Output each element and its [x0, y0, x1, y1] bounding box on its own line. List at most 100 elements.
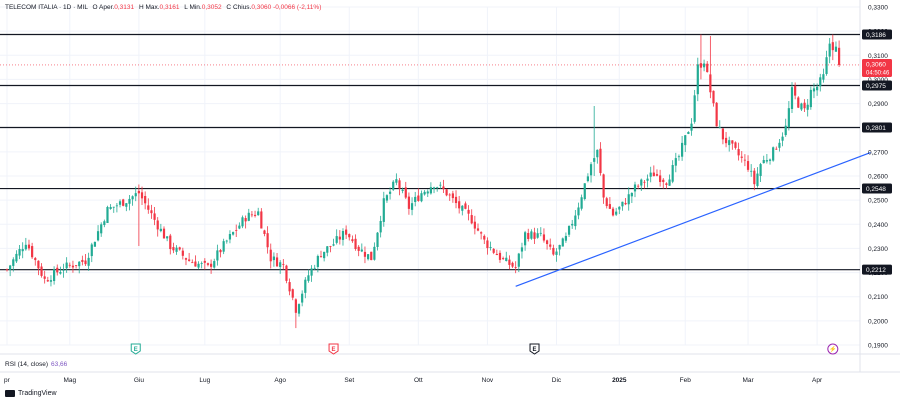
- candle-body: [131, 196, 134, 200]
- candle-body: [323, 251, 326, 259]
- candle-body: [172, 247, 175, 251]
- candlestick-series: [5, 34, 841, 329]
- time-axis[interactable]: pr Mag Giu Lug Ago Set Ott Nov Dic 2025 Feb Mar Apr: [4, 377, 823, 384]
- event-markers[interactable]: E E E ⚡: [130, 343, 839, 355]
- close-prefix: Chius.: [232, 4, 252, 11]
- support-trendline[interactable]: [515, 152, 871, 287]
- candle-body: [407, 196, 411, 209]
- price-tick-label: 0,3000: [868, 77, 888, 84]
- candle-body: [354, 238, 357, 249]
- candle-body: [420, 193, 423, 202]
- candle-body: [266, 233, 269, 248]
- price-badge-box: [862, 58, 892, 77]
- candle-body: [803, 102, 806, 109]
- candle-body: [319, 256, 323, 258]
- candle-body: [46, 280, 49, 282]
- candle-body: [828, 43, 831, 57]
- candle-body: [285, 265, 288, 281]
- candle-body: [385, 195, 389, 201]
- candle-body: [181, 250, 184, 256]
- candle-body: [806, 104, 809, 110]
- candle-body: [392, 181, 395, 190]
- candle-body: [43, 276, 46, 279]
- candle-body: [184, 258, 188, 260]
- candle-body: [451, 193, 454, 199]
- symbol-title: TELECOM ITALIA · 1D · MIL: [5, 4, 88, 11]
- candle-body: [483, 235, 486, 240]
- candle-body: [514, 267, 517, 268]
- dividend-marker-icon[interactable]: [827, 343, 839, 355]
- price-axis[interactable]: 0,33000,32000,31000,30000,29000,28000,27…: [862, 5, 892, 350]
- candle-body: [458, 201, 461, 209]
- candle-body: [552, 247, 555, 255]
- candle-body: [313, 267, 316, 269]
- candle-body: [291, 289, 294, 298]
- candle-body: [53, 269, 56, 282]
- candle-body: [162, 228, 166, 239]
- symbol-legend[interactable]: TELECOM ITALIA · 1D · MIL O Aper.0,3131 …: [5, 4, 321, 11]
- candle-body: [40, 266, 43, 276]
- candle-body: [228, 234, 232, 240]
- candle-body: [24, 244, 27, 250]
- candle-body: [188, 259, 191, 261]
- candle-body: [765, 160, 768, 162]
- candle-body: [439, 184, 442, 186]
- candle-body: [37, 260, 40, 269]
- candle-body: [253, 214, 257, 216]
- candle-body: [690, 123, 693, 131]
- candle-body: [753, 170, 756, 185]
- candle-body: [338, 236, 341, 240]
- candle-body: [480, 232, 483, 234]
- change-value: -0,0066 (-2,11%): [273, 4, 322, 11]
- candle-body: [301, 293, 304, 303]
- candle-body: [59, 272, 62, 274]
- candle-body: [90, 244, 93, 257]
- candle-body: [794, 85, 797, 96]
- candle-body: [370, 251, 373, 261]
- earnings-marker-icon[interactable]: [529, 343, 540, 355]
- candle-body: [442, 186, 445, 190]
- earnings-marker-icon[interactable]: [130, 343, 141, 355]
- trendline-layer[interactable]: [515, 152, 871, 287]
- candle-body: [235, 230, 238, 231]
- level-price-badge: [862, 80, 892, 91]
- candle-body: [668, 179, 671, 186]
- candle-body: [326, 246, 329, 253]
- candle-body: [376, 232, 379, 247]
- candle-body: [611, 208, 615, 216]
- candle-body: [549, 244, 552, 247]
- candle-body: [137, 190, 140, 194]
- candle-body: [746, 161, 750, 170]
- candle-body: [445, 189, 448, 196]
- candle-body: [627, 194, 630, 205]
- tradingview-attribution[interactable]: TradingView: [5, 390, 57, 397]
- rsi-legend[interactable]: RSI (14, close) 63,66: [5, 361, 67, 368]
- level-price-label: 0,2801: [866, 125, 886, 132]
- candle-body: [759, 164, 762, 176]
- candle-body: [432, 187, 436, 189]
- candle-body: [492, 248, 495, 253]
- candle-body: [12, 259, 15, 266]
- chart-grid: [0, 0, 900, 373]
- candle-body: [62, 269, 65, 271]
- price-tick-label: 0,1900: [868, 343, 888, 350]
- candle-body: [175, 247, 178, 252]
- candle-body: [831, 42, 834, 51]
- candle-body: [21, 249, 24, 252]
- event-marker-label: E: [134, 347, 138, 353]
- candle-body: [269, 249, 272, 262]
- candle-body: [417, 195, 420, 201]
- candle-body: [615, 211, 618, 215]
- candle-body: [589, 164, 593, 176]
- earnings-marker-icon[interactable]: [328, 343, 339, 355]
- level-price-badge: [862, 122, 892, 133]
- candle-body: [467, 209, 470, 214]
- candle-body: [728, 140, 731, 146]
- candle-body: [659, 175, 662, 182]
- candle-body: [341, 230, 345, 240]
- candle-body: [643, 181, 646, 183]
- open-value: 0,3131: [114, 4, 135, 11]
- candle-body: [834, 46, 838, 52]
- price-tick-label: 0,2900: [868, 101, 888, 108]
